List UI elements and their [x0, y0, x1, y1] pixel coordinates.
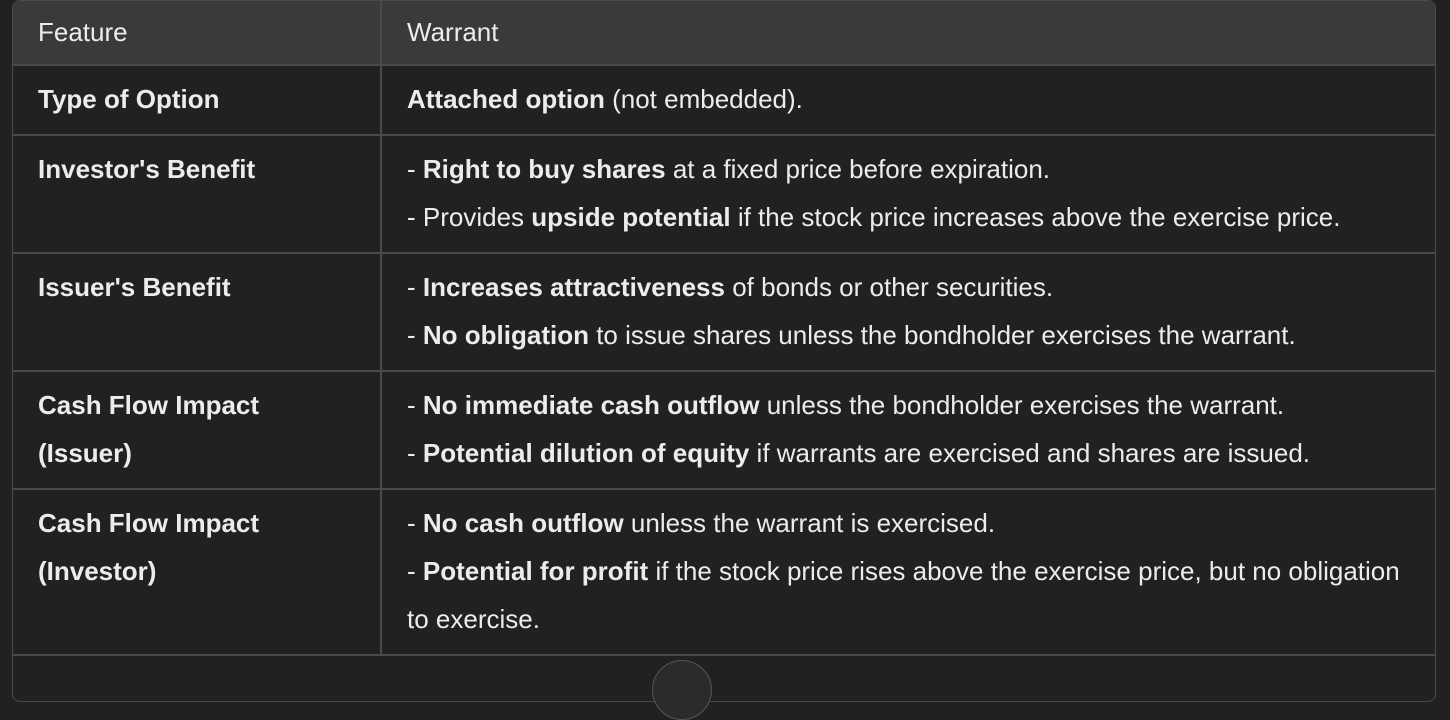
scroll-down-button[interactable] — [652, 660, 712, 720]
feature-cell: Type of Option — [13, 65, 381, 136]
text: if the stock price increases above the e… — [730, 202, 1341, 232]
table-row: Type of Option Attached option (not embed… — [13, 65, 1435, 136]
detail-line: - Increases attractiveness of bonds or o… — [407, 263, 1411, 311]
detail-line: - Potential dilution of equity if warran… — [407, 429, 1411, 477]
table-row: Investor's Benefit - Right to buy shares … — [13, 135, 1435, 254]
text: - — [407, 320, 423, 350]
text: of bonds or other securities. — [724, 272, 1054, 302]
bold-text: No obligation — [422, 320, 589, 350]
text: - — [407, 390, 423, 420]
text: if the stock price rises above the exerc… — [407, 556, 1400, 634]
text: - — [407, 508, 423, 538]
warrant-cell: - No immediate cash outflow unless the b… — [380, 371, 1435, 490]
text: unless the bondholder exercises the warr… — [759, 390, 1285, 420]
warrant-cell: - Right to buy shares at a fixed price b… — [380, 135, 1435, 254]
detail-line: - Right to buy shares at a fixed price b… — [407, 145, 1411, 193]
bold-text: Increases attractiveness — [422, 272, 725, 302]
text: if warrants are exercised and shares are… — [749, 438, 1311, 468]
table-row: Cash Flow Impact (Investor) - No cash out… — [13, 489, 1435, 656]
bold-text: No immediate cash outflow — [422, 390, 760, 420]
text: at a fixed price before expiration. — [665, 154, 1051, 184]
text: - — [407, 272, 423, 302]
feature-cell: Investor's Benefit — [13, 135, 381, 254]
text: - — [407, 154, 423, 184]
detail-line: - Potential for profit if the stock pric… — [407, 547, 1411, 643]
detail-line: - Provides upside potential if the stock… — [407, 193, 1411, 241]
text: unless the warrant is exercised. — [623, 508, 996, 538]
warrant-cell: Attached option (not embedded). — [380, 65, 1435, 136]
table-row: Issuer's Benefit - Increases attractivene… — [13, 253, 1435, 372]
text: to issue shares unless the bondholder ex… — [588, 320, 1296, 350]
warrant-cell: - Increases attractiveness of bonds or o… — [380, 253, 1435, 372]
feature-cell: Issuer's Benefit — [13, 253, 381, 372]
table-container: Feature Warrant Type of Option Attached o… — [12, 0, 1436, 702]
detail-line: - No immediate cash outflow unless the b… — [407, 381, 1411, 429]
header-feature: Feature — [13, 1, 381, 66]
header-warrant: Warrant — [380, 1, 1435, 66]
detail-line: - No cash outflow unless the warrant is … — [407, 499, 1411, 547]
text: - Provides — [407, 202, 532, 232]
bold-text: Potential for profit — [422, 556, 649, 586]
detail-line: - No obligation to issue shares unless t… — [407, 311, 1411, 359]
bold-text: Attached option — [407, 84, 605, 114]
table-body: Type of Option Attached option (not embed… — [13, 65, 1435, 656]
table-header: Feature Warrant — [13, 1, 1435, 66]
comparison-table: Feature Warrant Type of Option Attached o… — [13, 1, 1435, 656]
text: - — [407, 438, 423, 468]
table-row: Cash Flow Impact (Issuer) - No immediate … — [13, 371, 1435, 490]
bold-text: No cash outflow — [422, 508, 624, 538]
bold-text: upside potential — [531, 202, 731, 232]
bold-text: Right to buy shares — [422, 154, 666, 184]
warrant-cell: - No cash outflow unless the warrant is … — [380, 489, 1435, 656]
feature-cell: Cash Flow Impact (Investor) — [13, 489, 381, 656]
text: - — [407, 556, 423, 586]
header-row: Feature Warrant — [13, 1, 1435, 66]
bold-text: Potential dilution of equity — [422, 438, 750, 468]
text: (not embedded). — [604, 84, 803, 114]
feature-cell: Cash Flow Impact (Issuer) — [13, 371, 381, 490]
detail-line: Attached option (not embedded). — [407, 75, 1411, 123]
